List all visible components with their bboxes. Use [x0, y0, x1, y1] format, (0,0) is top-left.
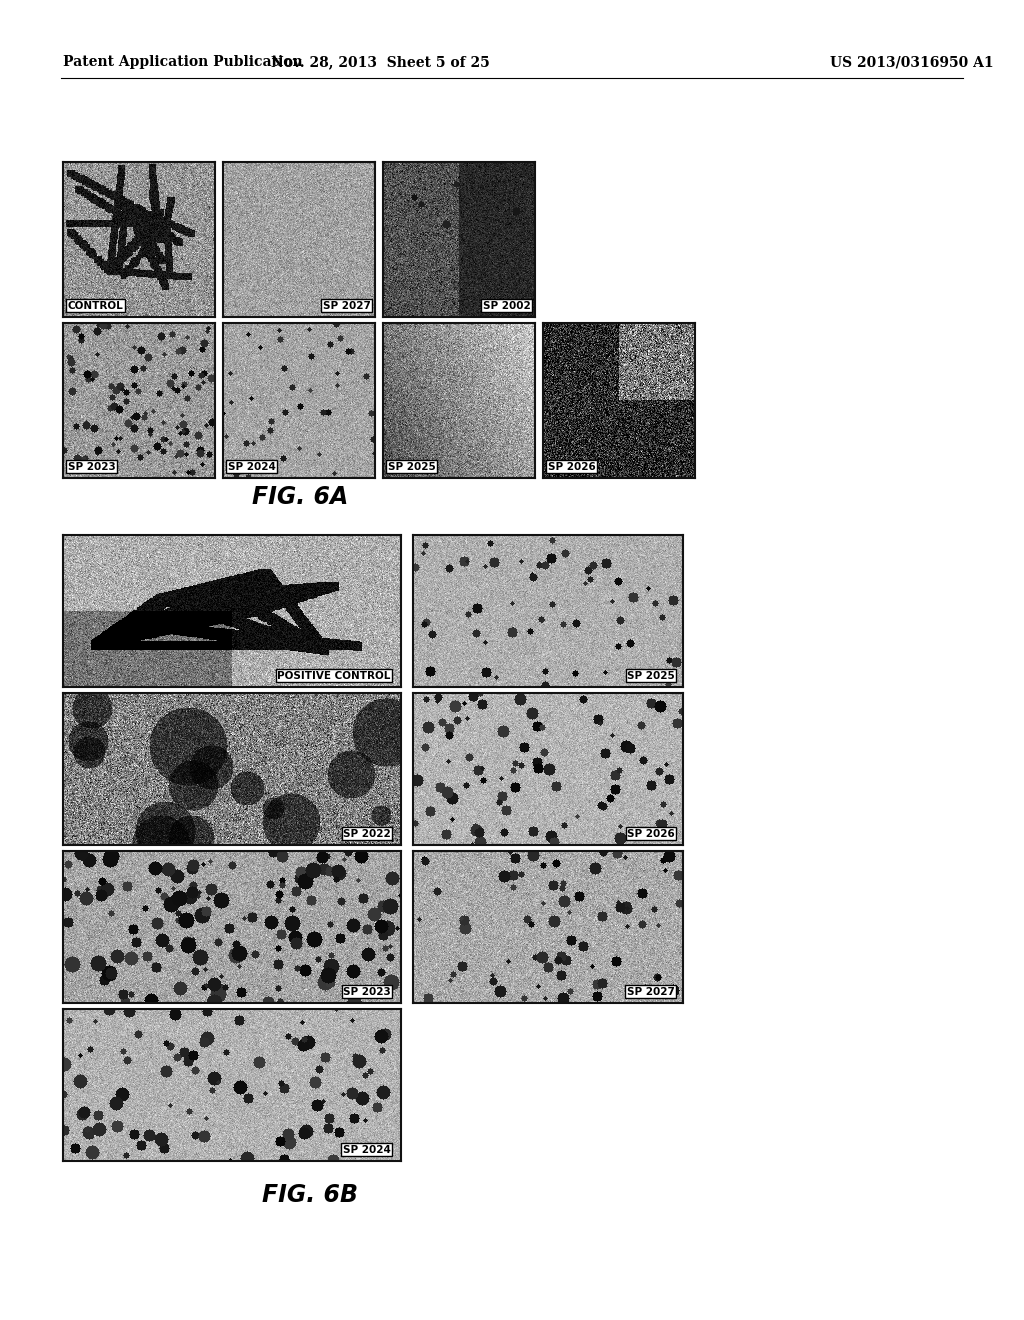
- Text: SP 2026: SP 2026: [548, 462, 595, 471]
- Text: SP 2026: SP 2026: [627, 829, 675, 840]
- Text: Patent Application Publication: Patent Application Publication: [63, 55, 303, 69]
- Text: FIG. 6B: FIG. 6B: [262, 1183, 358, 1206]
- Text: SP 2024: SP 2024: [343, 1144, 391, 1155]
- Text: US 2013/0316950 A1: US 2013/0316950 A1: [830, 55, 993, 69]
- Text: SP 2024: SP 2024: [227, 462, 275, 471]
- Text: Nov. 28, 2013  Sheet 5 of 25: Nov. 28, 2013 Sheet 5 of 25: [270, 55, 489, 69]
- Text: POSITIVE CONTROL: POSITIVE CONTROL: [278, 671, 391, 681]
- Text: SP 2022: SP 2022: [343, 829, 391, 840]
- Text: SP 2025: SP 2025: [387, 462, 435, 471]
- Text: SP 2025: SP 2025: [627, 671, 675, 681]
- Text: FIG. 6A: FIG. 6A: [252, 484, 348, 510]
- Text: SP 2027: SP 2027: [627, 987, 675, 997]
- Text: SP 2002: SP 2002: [482, 301, 530, 310]
- Text: SP 2027: SP 2027: [323, 301, 371, 310]
- Text: SP 2023: SP 2023: [68, 462, 116, 471]
- Text: SP 2023: SP 2023: [343, 987, 391, 997]
- Text: CONTROL: CONTROL: [68, 301, 123, 310]
